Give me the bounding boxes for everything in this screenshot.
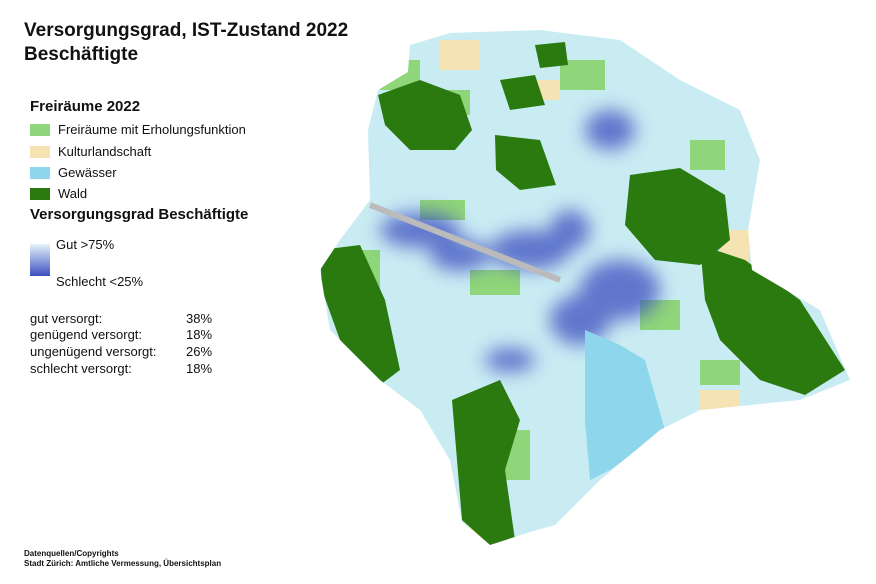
city-area [320, 30, 850, 545]
stat-label: ungenügend versorgt: [30, 344, 157, 359]
legend-label: Wald [58, 186, 88, 201]
legend-item: Freiräume mit Erholungsfunktion [30, 122, 246, 137]
gradient-title: Versorgungsgrad Beschäftigte [30, 206, 249, 223]
legend-item: Kulturlandschaft [30, 144, 151, 159]
stat-label: genügend versorgt: [30, 327, 143, 342]
gradient-top: Gut >75% [56, 237, 115, 252]
legend-label: Freiräume mit Erholungsfunktion [58, 122, 246, 137]
legend-label: Kulturlandschaft [58, 144, 152, 159]
stat-value: 18% [186, 361, 213, 376]
footer: Datenquellen/Copyrights [24, 549, 119, 558]
stat-label: schlecht versorgt: [30, 361, 132, 376]
stat-value: 26% [186, 344, 213, 359]
gradient-swatch [30, 244, 50, 276]
lake [585, 330, 665, 480]
rail [368, 202, 562, 283]
subtitle: Beschäftigte [24, 44, 139, 65]
stat-value: 38% [186, 311, 213, 326]
legend-item: Wald [30, 186, 87, 201]
legend-label: Gewässer [58, 165, 117, 180]
stat-value: 18% [186, 327, 213, 342]
gradient-bottom: Schlecht <25% [56, 274, 144, 289]
title: Versorgungsgrad, IST-Zustand 2022 [24, 20, 349, 41]
legend-item: Gewässer [30, 165, 117, 180]
footer: Stadt Zürich: Amtliche Vermessung, Übers… [24, 559, 222, 568]
forest [320, 42, 845, 545]
stat-label: gut versorgt: [30, 311, 103, 326]
legend-title: Freiräume 2022 [30, 98, 141, 115]
